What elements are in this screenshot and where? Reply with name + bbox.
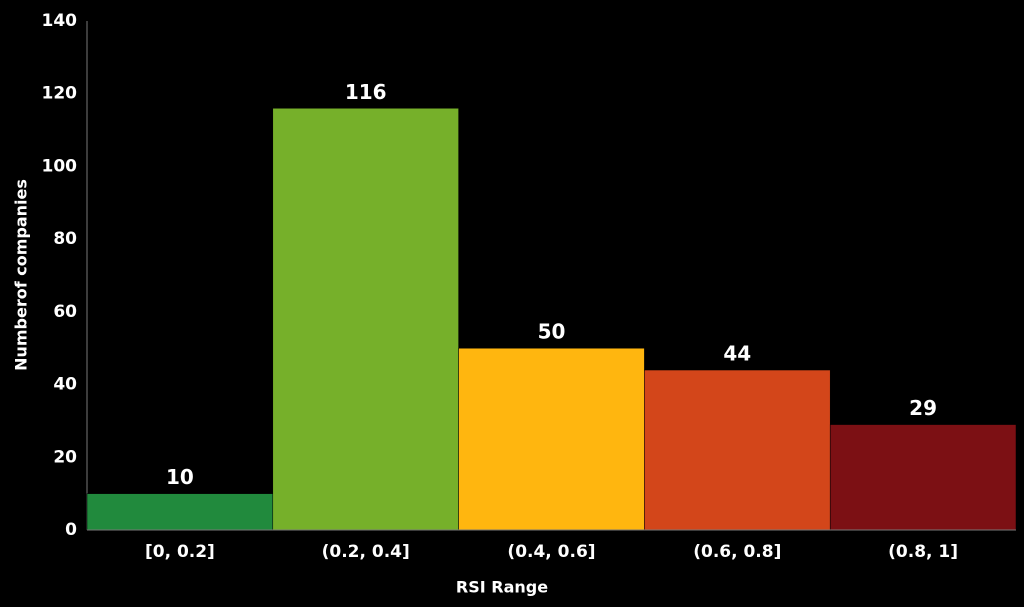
y-tick-label: 20 [53,447,77,467]
value-label: 116 [345,80,387,104]
y-tick-label: 0 [65,520,77,540]
x-axis-title: RSI Range [456,578,548,597]
y-axis-title: Numberof companies [12,179,31,371]
y-tick-label: 100 [42,156,78,176]
bar [86,493,274,531]
value-label: 50 [538,320,566,344]
bar [458,347,645,531]
value-label: 44 [723,342,751,366]
x-tick-label: [0, 0.2] [145,542,215,562]
bar [644,369,831,531]
x-tick-label: (0.4, 0.6] [507,542,595,562]
bar [829,424,1017,531]
y-tick-label: 80 [53,229,77,249]
x-tick-label: (0.8, 1] [888,542,958,562]
value-label: 29 [909,396,937,420]
bar [272,108,459,531]
y-tick-label: 120 [42,84,78,104]
y-tick-label: 140 [42,11,78,31]
value-label: 10 [166,465,194,489]
y-tick-label: 60 [53,302,77,322]
x-tick-label: (0.2, 0.4] [322,542,410,562]
x-tick-label: (0.6, 0.8] [693,542,781,562]
y-tick-label: 40 [53,375,77,395]
